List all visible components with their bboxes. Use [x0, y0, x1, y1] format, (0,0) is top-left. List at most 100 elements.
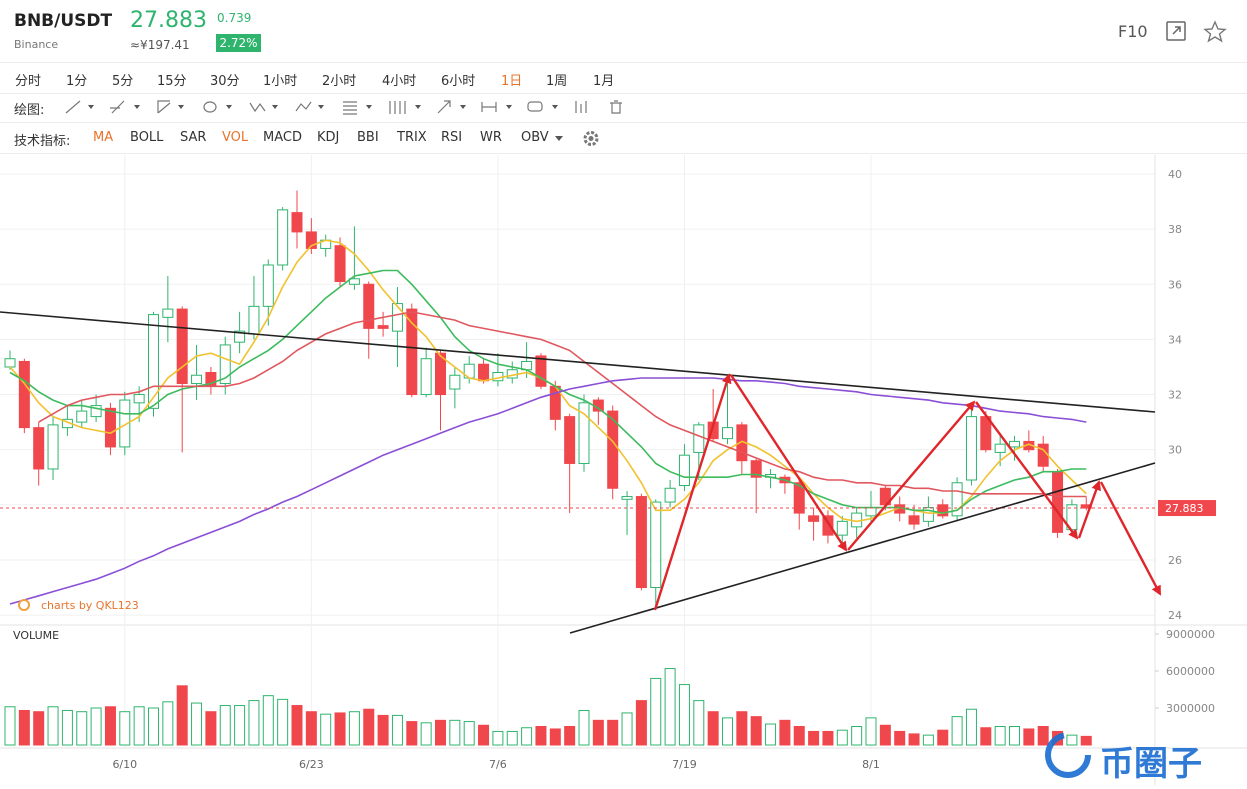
volume-tick-label: 6000000: [1166, 665, 1215, 678]
obv-dropdown[interactable]: [555, 136, 563, 141]
candle-body: [693, 424, 705, 453]
tool-pattern[interactable]: [295, 101, 324, 112]
candle-body: [277, 209, 289, 266]
y-tick-label: 32: [1168, 389, 1182, 402]
resistance-line: [0, 311, 1156, 413]
period-button[interactable]: 1小时: [263, 74, 298, 89]
candle-body: [133, 394, 145, 404]
volume-bar: [1037, 726, 1049, 746]
volume-bar: [61, 709, 73, 746]
period-button[interactable]: 1月: [593, 74, 615, 89]
tool-gann[interactable]: [389, 101, 421, 114]
volume-bar: [894, 730, 906, 746]
period-button[interactable]: 1周: [546, 74, 568, 89]
volume-bar: [18, 709, 30, 746]
indicator-button[interactable]: KDJ: [317, 130, 340, 145]
tool-channel[interactable]: [157, 100, 184, 114]
period-button[interactable]: 6小时: [441, 74, 476, 89]
credit-logo: [18, 599, 30, 611]
volume-bar: [234, 705, 246, 746]
separator: [0, 93, 1247, 94]
candle-body: [18, 360, 30, 429]
arrow: [729, 374, 848, 552]
ma-lines: 27.883: [0, 239, 1216, 605]
tool-shape[interactable]: [203, 101, 232, 113]
drawing-label: 绘图:: [14, 103, 45, 118]
volume-bar: [664, 668, 676, 746]
tool-delete[interactable]: [610, 100, 622, 114]
volume-bar: [463, 721, 475, 746]
candle-body: [363, 283, 375, 329]
candle-body: [621, 496, 633, 500]
f10-button[interactable]: F10: [1118, 22, 1148, 41]
indicator-button[interactable]: MA: [93, 130, 114, 145]
period-button[interactable]: 2小时: [322, 74, 357, 89]
candle-body: [262, 264, 274, 307]
candle-body: [435, 352, 446, 396]
volume-bar: [822, 730, 834, 746]
indicator-button[interactable]: RSI: [441, 130, 463, 145]
favorite-icon[interactable]: [1203, 20, 1227, 43]
volume-bar: [951, 716, 963, 746]
volume-bar: [377, 714, 389, 746]
fullscreen-icon[interactable]: [1166, 21, 1186, 41]
volume-bar: [994, 726, 1006, 746]
y-tick-label: 40: [1168, 168, 1182, 181]
indicator-button[interactable]: VOL: [222, 130, 249, 145]
volume-bar: [492, 730, 504, 746]
indicator-button[interactable]: WR: [480, 130, 502, 145]
candle-body: [722, 427, 733, 440]
settings-icon[interactable]: [583, 131, 599, 146]
ma-line: [9, 377, 1087, 605]
volume-bar: [4, 706, 16, 746]
volume-bar: [262, 695, 274, 746]
indicator-button[interactable]: BOLL: [130, 130, 164, 145]
tool-note[interactable]: [527, 101, 558, 112]
candle-body: [922, 507, 934, 522]
period-button[interactable]: 分时: [15, 74, 42, 89]
volume-bar: [148, 707, 159, 746]
period-button[interactable]: 1分: [66, 74, 88, 89]
volume-bar: [836, 729, 848, 746]
period-button[interactable]: 5分: [112, 74, 134, 89]
volume-bar: [90, 707, 102, 746]
candle-body: [908, 515, 920, 525]
volume-bar: [363, 708, 375, 746]
credit: charts by QKL123: [18, 599, 139, 612]
tool-wave[interactable]: [249, 102, 278, 113]
period-button[interactable]: 15分: [157, 74, 187, 89]
candle-body: [90, 405, 102, 418]
indicator-button[interactable]: BBI: [357, 130, 379, 145]
period-button[interactable]: 1日: [501, 74, 523, 89]
tool-fib[interactable]: [343, 101, 372, 115]
candle-body: [607, 410, 619, 489]
tool-ray[interactable]: [110, 100, 140, 114]
tool-line[interactable]: [65, 100, 94, 114]
period-button[interactable]: 4小时: [382, 74, 417, 89]
candle-body: [449, 374, 461, 390]
volume-bar: [779, 719, 791, 746]
tool-measure[interactable]: [481, 102, 512, 112]
y-tick-label: 38: [1168, 223, 1182, 236]
candle-body: [348, 278, 360, 285]
volume-bar: [980, 727, 992, 746]
tool-arrow[interactable]: [437, 100, 466, 114]
candle-body: [793, 482, 805, 514]
last-price-label: 27.883: [1165, 502, 1204, 515]
tool-magnet[interactable]: [575, 101, 587, 113]
candle-body: [578, 402, 590, 464]
volume-bar: [922, 734, 934, 746]
indicator-button[interactable]: MACD: [263, 130, 302, 145]
indicator-button[interactable]: SAR: [180, 130, 207, 145]
indicator-button[interactable]: OBV: [521, 130, 549, 145]
candle-body: [951, 482, 963, 517]
candle-body: [1052, 471, 1064, 533]
price: 27.883: [130, 8, 207, 33]
candle-body: [234, 330, 246, 343]
candle-body: [420, 358, 432, 396]
period-button[interactable]: 30分: [210, 74, 240, 89]
candle-body: [406, 308, 418, 396]
candle-body: [1037, 443, 1049, 467]
indicator-button[interactable]: TRIX: [397, 130, 427, 145]
